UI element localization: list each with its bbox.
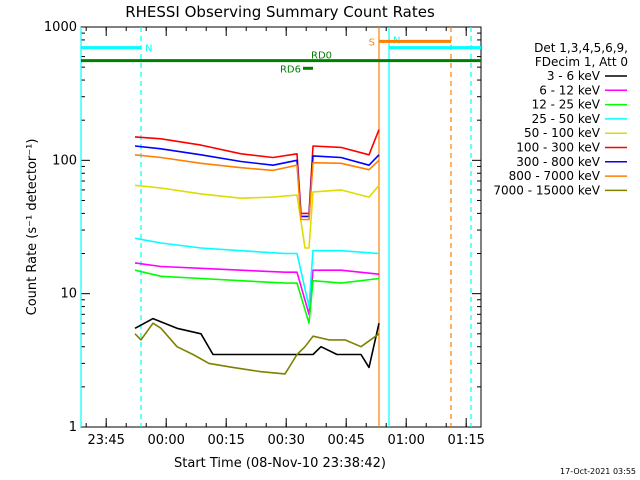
legend-header-line-1: Det 1,3,4,5,6,9,: [534, 41, 628, 55]
series-line-12-25-kev: [134, 269, 380, 324]
marker-label-s: S: [369, 37, 375, 48]
marker-label-rd0: RD0: [311, 51, 332, 62]
x-tick-label: 00:00: [147, 433, 184, 448]
series-line-7000-15000-kev: [134, 322, 380, 375]
y-axis: 1 10 100 1000: [44, 20, 481, 435]
x-tick-label: 01:00: [387, 433, 424, 448]
x-tick-label: 01:15: [447, 433, 484, 448]
y-axis-label: Count Rate (s⁻¹ detector⁻¹): [25, 139, 40, 316]
x-tick-label: 00:45: [327, 433, 364, 448]
legend-label-50-100-kev: 50 - 100 keV: [524, 126, 601, 140]
series-lines: [134, 129, 380, 375]
legend-label-12-25-kev: 12 - 25 keV: [532, 98, 601, 112]
y-tick-label: 10: [60, 287, 77, 302]
legend-label-300-800-kev: 300 - 800 keV: [516, 155, 600, 169]
legend-label-3-6-kev: 3 - 6 keV: [547, 69, 601, 83]
series-line-800-7000-kev: [134, 154, 380, 221]
marker-label-rd6: RD6: [280, 64, 301, 75]
series-line-3-6-kev: [134, 317, 380, 369]
legend-header-line-2: FDecim 1, Att 0: [535, 55, 628, 69]
x-tick-label: 00:30: [267, 433, 304, 448]
status-markers: NNSRD0RD6: [81, 36, 481, 75]
legend-label-100-300-kev: 100 - 300 keV: [516, 141, 600, 155]
x-tick-label: 00:15: [207, 433, 244, 448]
y-tick-label: 1000: [44, 20, 77, 35]
marker-label-n: N: [145, 44, 152, 55]
x-axis: 23:45 00:00 00:15 00:30 00:45 01:00 01:15: [85, 27, 485, 448]
y-tick-label: 1: [69, 420, 77, 435]
series-line-300-800-kev: [134, 145, 380, 218]
legend: Det 1,3,4,5,6,9, FDecim 1, Att 0 3 - 6 k…: [493, 41, 628, 197]
series-line-50-100-kev: [134, 184, 380, 249]
vertical-markers: [80, 27, 472, 427]
legend-label-7000-15000-kev: 7000 - 15000 keV: [493, 183, 600, 197]
y-tick-label: 100: [52, 153, 77, 168]
series-line-100-300-kev: [134, 129, 380, 215]
legend-label-25-50-kev: 25 - 50 keV: [532, 112, 601, 126]
legend-label-6-12-kev: 6 - 12 keV: [539, 83, 601, 97]
legend-label-800-7000-kev: 800 - 7000 keV: [509, 169, 601, 183]
x-tick-label: 23:45: [87, 433, 124, 448]
series-line-6-12-kev: [134, 262, 380, 316]
x-axis-label: Start Time (08-Nov-10 23:38:42): [174, 456, 386, 471]
series-line-25-50-kev: [134, 237, 380, 308]
chart-title: RHESSI Observing Summary Count Rates: [125, 3, 435, 21]
footer-date: 17-Oct-2021 03:55: [560, 467, 636, 476]
